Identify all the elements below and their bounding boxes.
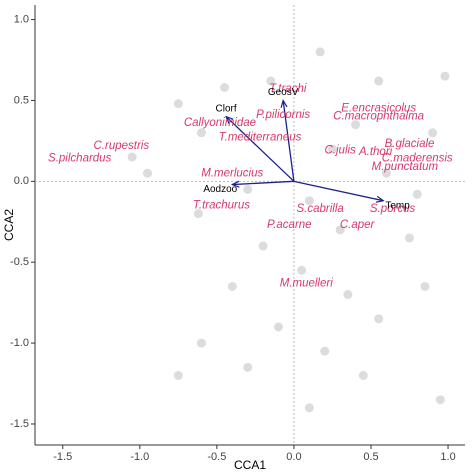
site-point: [243, 362, 253, 372]
env-arrow: [226, 117, 295, 182]
species-label: S.pilchardus: [48, 153, 112, 165]
x-tick-label: -1.0: [130, 451, 149, 463]
site-point: [420, 281, 430, 291]
y-tick-label: 1.0: [14, 13, 29, 25]
species-label: Callyonimidae: [184, 117, 256, 129]
x-tick-label: 1.0: [440, 451, 455, 463]
site-point: [173, 370, 183, 380]
species-label: M.muelleri: [280, 277, 333, 289]
species-label: C.aper: [340, 219, 376, 231]
site-point: [127, 152, 137, 162]
site-point: [227, 281, 237, 291]
site-point: [304, 196, 314, 206]
y-axis-label: CCA2: [2, 209, 16, 241]
species-label: T.trachurus: [193, 200, 250, 212]
y-tick-label: -0.5: [10, 256, 29, 268]
species-label: P.acarne: [267, 219, 312, 231]
species-label: C.rupestris: [94, 140, 150, 152]
site-point: [405, 233, 415, 243]
site-point: [320, 346, 330, 356]
x-tick-label: -0.5: [207, 451, 226, 463]
species-label: T.mediterraneus: [219, 132, 302, 144]
site-point: [374, 314, 384, 324]
site-point: [335, 225, 345, 235]
species-label: M.merlucius: [201, 167, 263, 179]
site-point: [143, 168, 153, 178]
site-point: [440, 71, 450, 81]
x-tick-label: 0.5: [363, 451, 378, 463]
y-tick-label: 0.5: [14, 94, 29, 106]
site-point: [193, 209, 203, 219]
site-point: [196, 128, 206, 138]
site-point: [351, 120, 361, 130]
x-axis-label: CCA1: [234, 458, 266, 472]
species-label: T.trachi: [269, 83, 307, 95]
site-point: [327, 144, 337, 154]
site-point: [435, 395, 445, 405]
arrow-label: GeosV: [268, 87, 299, 98]
species-label: M.punctatum: [372, 161, 439, 173]
arrow-label: Clorf: [216, 103, 237, 114]
species-label: C.julis: [325, 145, 357, 157]
site-point: [258, 241, 268, 251]
y-tick-label: 0.0: [14, 175, 29, 187]
y-tick-label: -1.5: [10, 418, 29, 430]
env-arrow: [232, 181, 294, 184]
species-label: B.glaciale: [385, 138, 435, 150]
species-label: S.cabrilla: [296, 203, 343, 215]
species-label: C.macrophthalma: [333, 111, 424, 123]
env-arrow: [283, 100, 295, 182]
species-label: C.maderensis: [382, 153, 453, 165]
site-point: [428, 128, 438, 138]
env-arrow: [293, 180, 383, 200]
species-label: A.thori: [358, 146, 393, 158]
x-tick-label: -1.5: [53, 451, 72, 463]
site-point: [243, 184, 253, 194]
arrow-label: Aodzoo: [203, 184, 237, 195]
species-label: P.pilicornis: [256, 109, 310, 121]
site-point: [412, 189, 422, 199]
site-point: [173, 99, 183, 109]
site-point: [220, 83, 230, 92]
site-point: [297, 265, 307, 275]
site-point: [266, 76, 276, 86]
site-point: [196, 338, 206, 348]
species-label: S.porcus: [370, 203, 416, 215]
species-label: E.encrasicolus: [341, 103, 416, 115]
site-point: [274, 322, 284, 332]
site-point: [358, 370, 368, 380]
site-point: [343, 290, 353, 300]
site-point: [304, 403, 314, 413]
site-point: [381, 168, 391, 178]
arrow-label: Temp: [385, 200, 410, 211]
x-tick-label: 0.0: [286, 451, 301, 463]
y-tick-label: -1.0: [10, 337, 29, 349]
site-point: [374, 76, 384, 86]
site-point: [315, 47, 325, 57]
